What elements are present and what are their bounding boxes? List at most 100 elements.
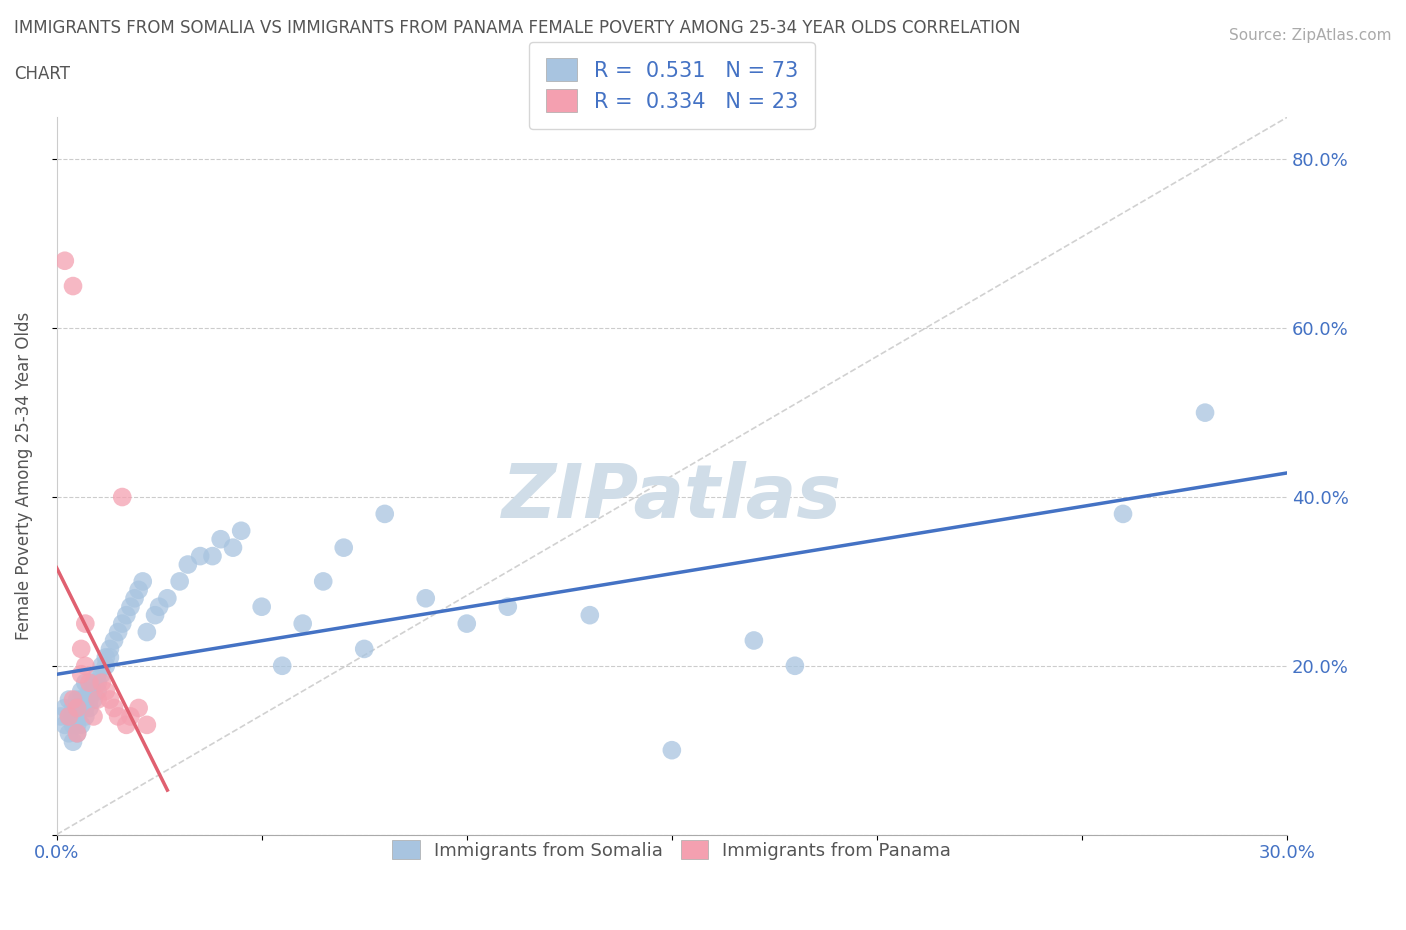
Text: ZIPatlas: ZIPatlas [502, 461, 842, 534]
Point [98, 650, 121, 665]
Point [456, 617, 478, 631]
Point [148, 599, 170, 614]
Point [70, 667, 93, 682]
Point [58, 725, 80, 740]
Point [578, 607, 600, 622]
Point [75, 692, 97, 707]
Point [111, 617, 134, 631]
Point [250, 599, 273, 614]
Point [124, 591, 146, 605]
Point [62, 700, 84, 715]
Point [1194, 405, 1216, 420]
Point [86, 684, 108, 698]
Point [86, 675, 108, 690]
Point [120, 709, 142, 724]
Point [98, 692, 121, 707]
Point [415, 591, 437, 605]
Point [62, 709, 84, 724]
Point [66, 709, 89, 724]
Point [111, 489, 134, 504]
Point [70, 717, 93, 732]
Point [128, 700, 150, 715]
Point [66, 692, 89, 707]
Point [177, 557, 200, 572]
Point [90, 658, 112, 673]
Point [86, 667, 108, 682]
Point [201, 549, 224, 564]
Point [188, 549, 211, 564]
Point [742, 633, 765, 648]
Point [94, 650, 117, 665]
Point [783, 658, 806, 673]
Point [271, 658, 294, 673]
Point [143, 607, 166, 622]
Point [120, 599, 142, 614]
Point [75, 709, 97, 724]
Point [98, 642, 121, 657]
Point [132, 574, 155, 589]
Point [103, 633, 125, 648]
Point [62, 717, 84, 732]
Point [66, 725, 89, 740]
Point [79, 700, 101, 715]
Point [66, 700, 89, 715]
Point [169, 574, 191, 589]
Point [90, 667, 112, 682]
Point [291, 617, 314, 631]
Point [70, 692, 93, 707]
Point [312, 574, 335, 589]
Point [353, 642, 375, 657]
Point [156, 591, 179, 605]
Point [83, 684, 105, 698]
Point [128, 582, 150, 597]
Point [496, 599, 519, 614]
Text: CHART: CHART [14, 65, 70, 83]
Point [62, 735, 84, 750]
Point [94, 658, 117, 673]
Point [70, 642, 93, 657]
Point [58, 709, 80, 724]
Point [115, 607, 138, 622]
Point [70, 700, 93, 715]
Point [661, 743, 683, 758]
Point [70, 684, 93, 698]
Point [53, 717, 76, 732]
Point [66, 725, 89, 740]
Point [62, 279, 84, 294]
Point [66, 717, 89, 732]
Point [374, 507, 396, 522]
Point [66, 700, 89, 715]
Point [79, 675, 101, 690]
Text: Source: ZipAtlas.com: Source: ZipAtlas.com [1229, 28, 1392, 43]
Point [332, 540, 354, 555]
Point [94, 684, 117, 698]
Point [75, 700, 97, 715]
Point [222, 540, 245, 555]
Y-axis label: Female Poverty Among 25-34 Year Olds: Female Poverty Among 25-34 Year Olds [15, 312, 32, 640]
Point [58, 692, 80, 707]
Point [1112, 507, 1135, 522]
Point [79, 684, 101, 698]
Text: IMMIGRANTS FROM SOMALIA VS IMMIGRANTS FROM PANAMA FEMALE POVERTY AMONG 25-34 YEA: IMMIGRANTS FROM SOMALIA VS IMMIGRANTS FR… [14, 19, 1021, 36]
Legend: Immigrants from Somalia, Immigrants from Panama: Immigrants from Somalia, Immigrants from… [384, 831, 960, 869]
Point [107, 709, 129, 724]
Point [107, 625, 129, 640]
Point [115, 717, 138, 732]
Point [103, 700, 125, 715]
Point [75, 617, 97, 631]
Point [49, 709, 72, 724]
Point [53, 700, 76, 715]
Point [75, 675, 97, 690]
Point [135, 717, 157, 732]
Point [75, 658, 97, 673]
Point [83, 675, 105, 690]
Point [83, 709, 105, 724]
Point [83, 692, 105, 707]
Point [79, 692, 101, 707]
Point [53, 253, 76, 268]
Point [58, 709, 80, 724]
Point [86, 692, 108, 707]
Point [90, 675, 112, 690]
Point [231, 524, 253, 538]
Point [135, 625, 157, 640]
